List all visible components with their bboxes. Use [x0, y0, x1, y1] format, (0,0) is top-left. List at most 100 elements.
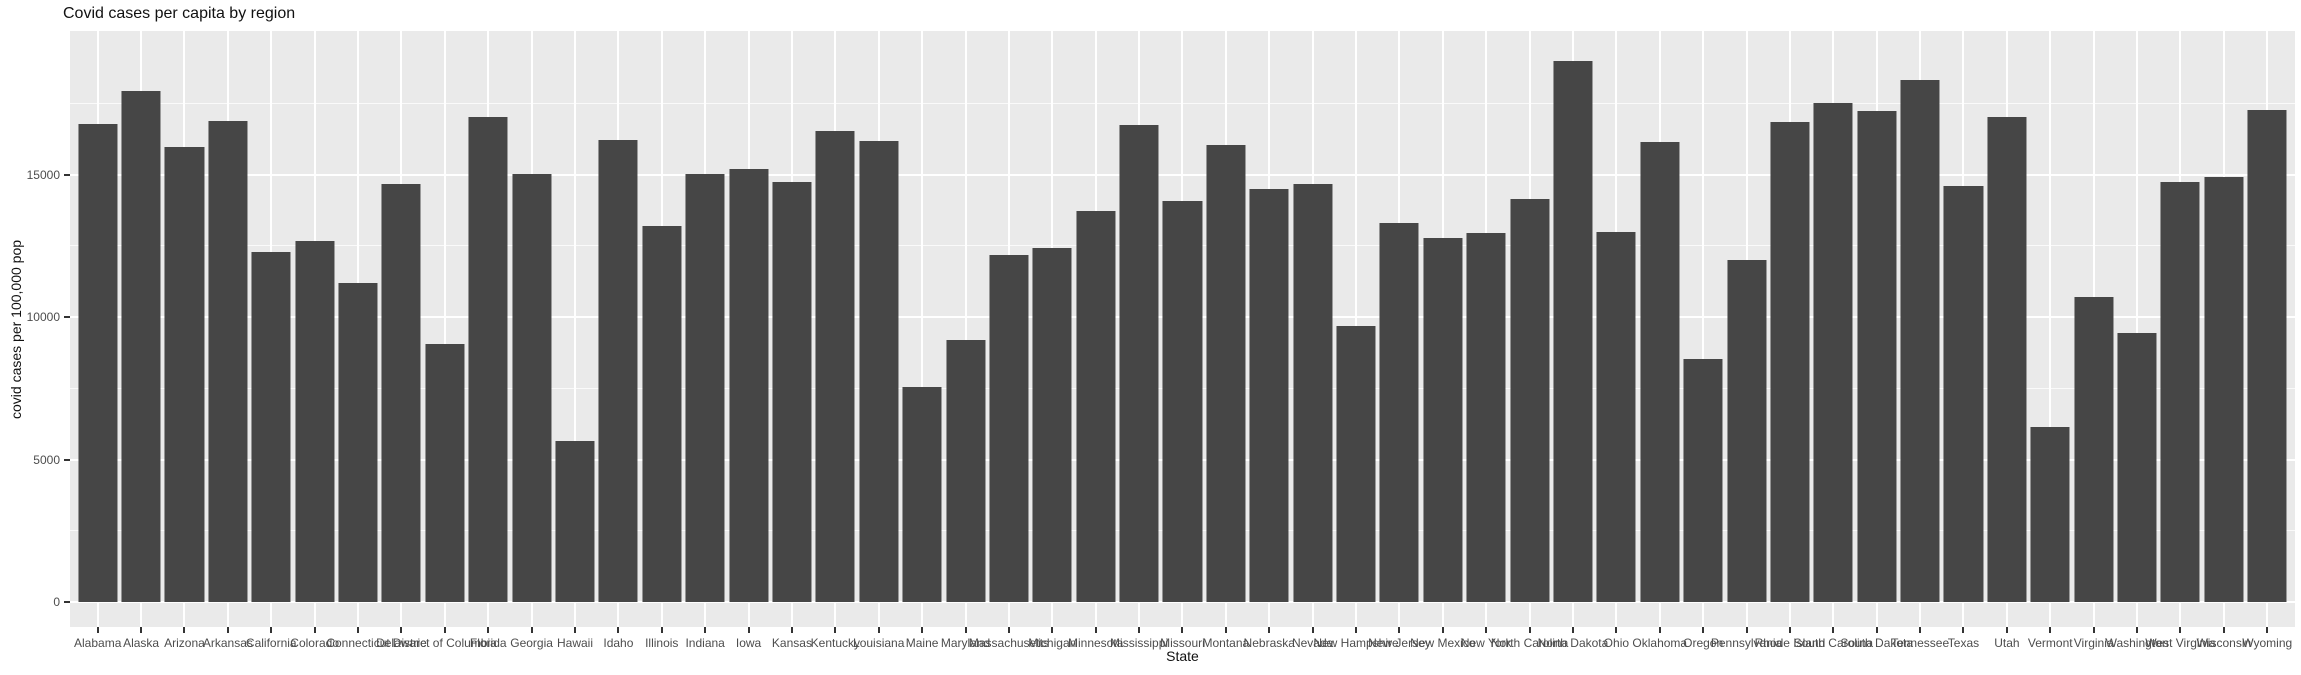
bar-alabama: [78, 123, 118, 602]
x-tick-label: Alaska: [123, 636, 160, 650]
x-tick-mark: [1441, 627, 1444, 633]
x-tick-label: Iowa: [735, 636, 762, 650]
bar-vermont: [2030, 426, 2070, 602]
bar-arkansas: [208, 121, 248, 602]
category-slot: Pennsylvania: [1711, 31, 1782, 650]
category-slot: Nevada: [1291, 31, 1334, 650]
category-slot: Alaska: [119, 31, 162, 650]
bar-iowa: [729, 169, 769, 602]
bar-kansas: [772, 182, 812, 602]
category-slot: Kansas: [770, 31, 813, 650]
vertical-gridline: [443, 31, 446, 627]
y-tick-mark: [64, 458, 70, 461]
x-tick-label: Oregon: [1683, 636, 1724, 650]
bar-wyoming: [2247, 109, 2287, 602]
x-tick-mark: [1485, 627, 1488, 633]
x-tick-mark: [2136, 627, 2139, 633]
bar-kentucky: [815, 131, 855, 602]
category-slot: Maryland: [941, 31, 990, 650]
x-tick-label: Kansas: [771, 636, 812, 650]
category-slot: Illinois: [640, 31, 683, 650]
category-slot: West Virginia: [2145, 31, 2216, 650]
x-tick-mark: [573, 627, 576, 633]
bar-california: [251, 251, 291, 602]
bar-nevada: [1293, 183, 1333, 602]
x-tick-mark: [877, 627, 880, 633]
category-slot: Alabama: [74, 31, 121, 650]
x-tick-label: Washington: [2105, 636, 2169, 650]
x-tick-label: Vermont: [2027, 636, 2073, 650]
category-slot: Oklahoma: [1632, 31, 1687, 650]
x-tick-label: South Dakota: [1840, 636, 1914, 650]
x-tick-mark: [2222, 627, 2225, 633]
x-tick-label: Wisconsin: [2196, 636, 2252, 650]
bar-missouri: [1162, 200, 1202, 602]
x-tick-label: New York: [1460, 636, 1512, 650]
category-slot: Minnesota: [1068, 31, 1123, 650]
x-tick-label: Rhode Island: [1754, 636, 1826, 650]
y-axis-title: covid cases per 100,000 pop: [8, 239, 24, 419]
x-tick-mark: [834, 627, 837, 633]
y-tick-label: 5000: [33, 452, 60, 467]
category-slot: Montana: [1202, 31, 1249, 650]
x-tick-label: Hawaii: [556, 636, 593, 650]
x-tick-label: Texas: [1947, 636, 1980, 650]
x-tick-mark: [140, 627, 143, 633]
x-tick-label: Florida: [469, 636, 507, 650]
category-slot: Wyoming: [2242, 31, 2292, 650]
x-tick-label: Pennsylvania: [1710, 636, 1783, 650]
x-tick-label: California: [245, 636, 297, 650]
x-tick-label: Montana: [1202, 636, 1250, 650]
x-tick-mark: [1181, 627, 1184, 633]
x-tick-mark: [1268, 627, 1271, 633]
bar-idaho: [598, 139, 638, 602]
bar-louisiana: [859, 140, 899, 602]
x-tick-label: Tennessee: [1891, 636, 1950, 650]
bar-utah: [1987, 116, 2027, 602]
x-tick-mark: [1919, 627, 1922, 633]
category-slot: Maine: [900, 31, 943, 650]
x-tick-mark: [1658, 627, 1661, 633]
bar-washington: [2117, 333, 2157, 602]
category-slot: Texas: [1942, 31, 1985, 650]
category-slot: Arkansas: [203, 31, 253, 650]
x-tick-mark: [1615, 627, 1618, 633]
x-tick-mark: [357, 627, 360, 633]
category-slot: South Dakota: [1840, 31, 1913, 650]
x-tick-label: Nebraska: [1243, 636, 1295, 650]
x-tick-mark: [2092, 627, 2095, 633]
x-tick-mark: [1224, 627, 1227, 633]
x-tick-mark: [1702, 627, 1705, 633]
bar-maine: [902, 387, 942, 602]
category-slot: Massachusetts: [969, 31, 1049, 650]
bar-alaska: [121, 91, 161, 602]
x-tick-mark: [96, 627, 99, 633]
category-slot: New Mexico: [1410, 31, 1475, 650]
y-tick-mark: [64, 601, 70, 603]
x-tick-mark: [226, 627, 229, 633]
x-tick-label: Kentucky: [810, 636, 861, 650]
x-tick-mark: [747, 627, 750, 633]
category-slot: Colorado: [290, 31, 339, 650]
category-slot: South Carolina: [1794, 31, 1873, 650]
bar-delaware: [381, 183, 421, 602]
bar-texas: [1943, 186, 1984, 602]
category-slot: Michigan: [1028, 31, 1076, 650]
x-tick-mark: [1138, 627, 1141, 633]
vertical-gridline: [1702, 31, 1705, 627]
bar-indiana: [685, 173, 725, 602]
bar-illinois: [642, 226, 682, 602]
x-tick-label: Indiana: [685, 636, 725, 650]
x-tick-mark: [1832, 627, 1835, 633]
y-tick-mark: [64, 174, 70, 177]
x-tick-label: Arkansas: [202, 636, 253, 650]
bar-pennsylvania: [1727, 260, 1767, 602]
x-tick-label: Massachusetts: [968, 636, 1049, 650]
x-tick-mark: [487, 627, 490, 633]
x-tick-label: West Virginia: [2145, 636, 2216, 650]
x-tick-label: Nevada: [1291, 636, 1334, 650]
x-tick-mark: [270, 627, 273, 633]
x-tick-mark: [2005, 627, 2008, 633]
category-slot: Rhode Island: [1755, 31, 1825, 650]
